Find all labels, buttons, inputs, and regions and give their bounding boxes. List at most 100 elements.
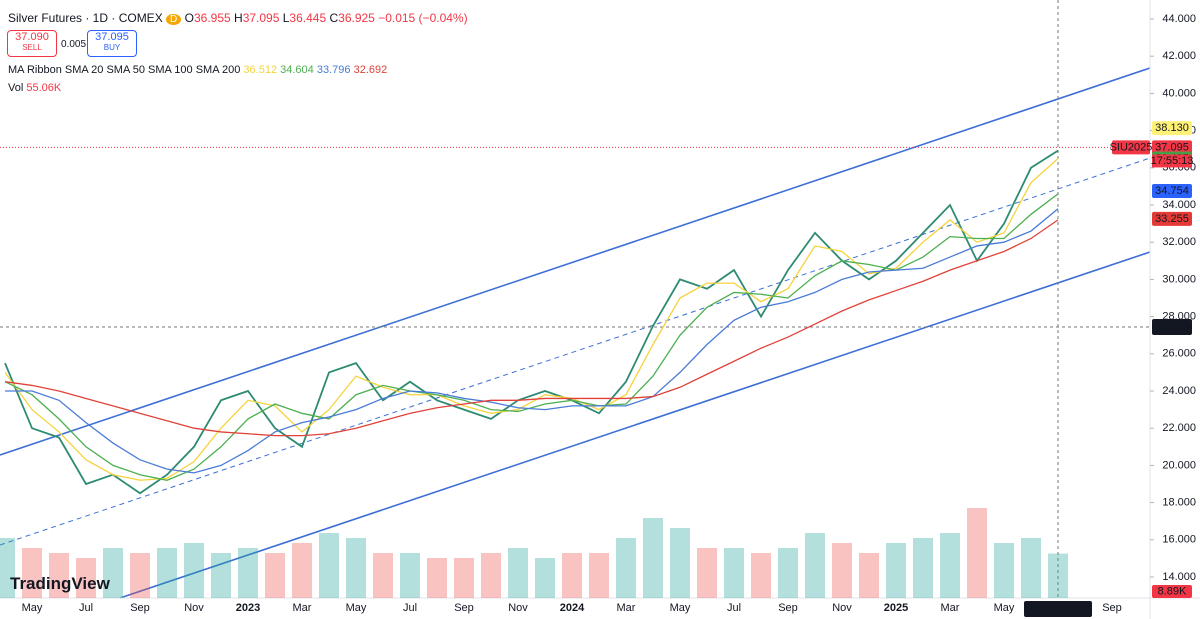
x-tick-label: Mar <box>617 602 636 614</box>
x-tick-label: Jul <box>403 602 417 614</box>
vol-legend: Vol 55.06K <box>8 82 61 94</box>
y-tick-label: 14.000 <box>1162 571 1196 583</box>
price-line-series <box>4 149 1059 495</box>
channel-upper <box>0 67 1151 456</box>
sma-line <box>4 158 1059 481</box>
price-tag <box>1152 183 1192 198</box>
volume-bar <box>292 543 312 598</box>
y-tick-label: 32.000 <box>1162 236 1196 248</box>
logo: TradingView <box>10 574 110 593</box>
y-tick-label: 18.000 <box>1162 497 1196 509</box>
volume-bar <box>184 543 204 598</box>
ohlc-key: C <box>329 11 339 25</box>
volume-bar <box>535 558 555 598</box>
title: Silver Futures · 1D · COMEX <box>8 11 163 25</box>
x-tick-label: Mar <box>293 602 312 614</box>
price-tag-label: 37.095 <box>1155 141 1189 153</box>
x-tick-label: Sep <box>130 602 150 614</box>
volume-bar <box>616 538 636 598</box>
ohlc: O36.955 H37.095 L36.445 C36.925 <box>185 11 379 25</box>
channel-lower <box>119 251 1151 599</box>
volume-bar <box>697 548 717 598</box>
volume-bar <box>670 528 690 598</box>
volume-bar <box>319 533 339 598</box>
volume-bar <box>724 548 744 598</box>
x-tick-label: 2025 <box>884 602 908 614</box>
volume-bar <box>238 548 258 598</box>
volume-bar <box>49 553 69 598</box>
volume-bar <box>562 553 582 598</box>
volume-bar <box>481 553 501 598</box>
volume-bar <box>22 548 42 598</box>
buy-price: 37.095 <box>95 31 129 43</box>
volume-tag <box>1152 585 1192 598</box>
ma-values: 36.512 34.604 33.796 32.692 <box>243 64 387 76</box>
y-tick-label: 44.000 <box>1162 13 1196 25</box>
price-tag <box>1152 140 1192 155</box>
volume-bar <box>967 508 987 598</box>
badge: D <box>166 14 182 25</box>
channel-mid <box>0 157 1151 546</box>
sell-price: 37.090 <box>15 31 49 43</box>
countdown: 17:55:13 <box>1151 155 1194 167</box>
volume-bar <box>886 543 906 598</box>
volume-bar <box>805 533 825 598</box>
vol-label: Vol <box>8 82 24 94</box>
y-tick-label: 40.000 <box>1162 87 1196 99</box>
sma-line <box>4 219 1059 437</box>
volume-bar <box>211 553 231 598</box>
ma-value: 32.692 <box>353 64 388 76</box>
volume-bar <box>994 543 1014 598</box>
y-tick-label: 24.000 <box>1162 385 1196 397</box>
sell-button[interactable]: 37.090 SELL <box>7 30 57 57</box>
price-tag-label: 38.130 <box>1155 122 1189 134</box>
countdown-tag <box>1152 154 1192 168</box>
volume-bar <box>859 553 879 598</box>
buy-button[interactable]: 37.095 BUY <box>87 30 137 57</box>
volume-bar <box>454 558 474 598</box>
x-tick-label: Nov <box>832 602 852 614</box>
x-tick-label: Jul <box>727 602 741 614</box>
x-tick-label: 2023 <box>236 602 260 614</box>
y-tick-label: 26.000 <box>1162 348 1196 360</box>
crosshair-label: 27.440 <box>1155 321 1189 333</box>
ma-value: 34.604 <box>280 64 314 76</box>
ma-label: MA Ribbon SMA 20 SMA 50 SMA 100 SMA 200 <box>8 64 241 76</box>
x-tick-label: Sep <box>454 602 474 614</box>
volume-bar <box>346 538 366 598</box>
volume-bar <box>751 553 771 598</box>
x-tick-label: Jul <box>79 602 93 614</box>
x-tick-label: Sep <box>778 602 798 614</box>
x-tick-label: Nov <box>184 602 204 614</box>
x-tick-label: May <box>994 602 1015 614</box>
volume-bar <box>940 533 960 598</box>
x-tick-label: May <box>22 602 43 614</box>
sma-line <box>5 208 1059 474</box>
x-tick-label: Mar <box>941 602 960 614</box>
ma-value: 33.796 <box>316 64 351 76</box>
ohlc-value: 36.925 <box>338 11 375 25</box>
volume-bar <box>913 538 933 598</box>
y-tick-label: 16.000 <box>1162 534 1196 546</box>
ohlc-value: 36.445 <box>289 11 327 25</box>
volume-bar <box>589 553 609 598</box>
volume-bar <box>0 538 15 598</box>
volume-bar <box>103 548 123 598</box>
x-tick-label: May <box>346 602 367 614</box>
volume-bar <box>1021 538 1041 598</box>
x-tick-label: Nov <box>508 602 528 614</box>
x-tick-label: Sep <box>1102 602 1122 614</box>
ma-value: 36.512 <box>243 64 278 76</box>
vol-value: 55.06K <box>26 82 62 94</box>
ohlc-key: H <box>234 11 243 25</box>
volume-tag-label: 8.89K <box>1158 585 1187 597</box>
price-tag-label: 33.255 <box>1155 213 1189 225</box>
price-tag <box>1152 121 1192 136</box>
volume-bar <box>76 558 96 598</box>
volume-bar <box>832 543 852 598</box>
volume-bar <box>1048 553 1068 598</box>
ohlc-key: L <box>282 11 290 25</box>
volume-bar <box>373 553 393 598</box>
